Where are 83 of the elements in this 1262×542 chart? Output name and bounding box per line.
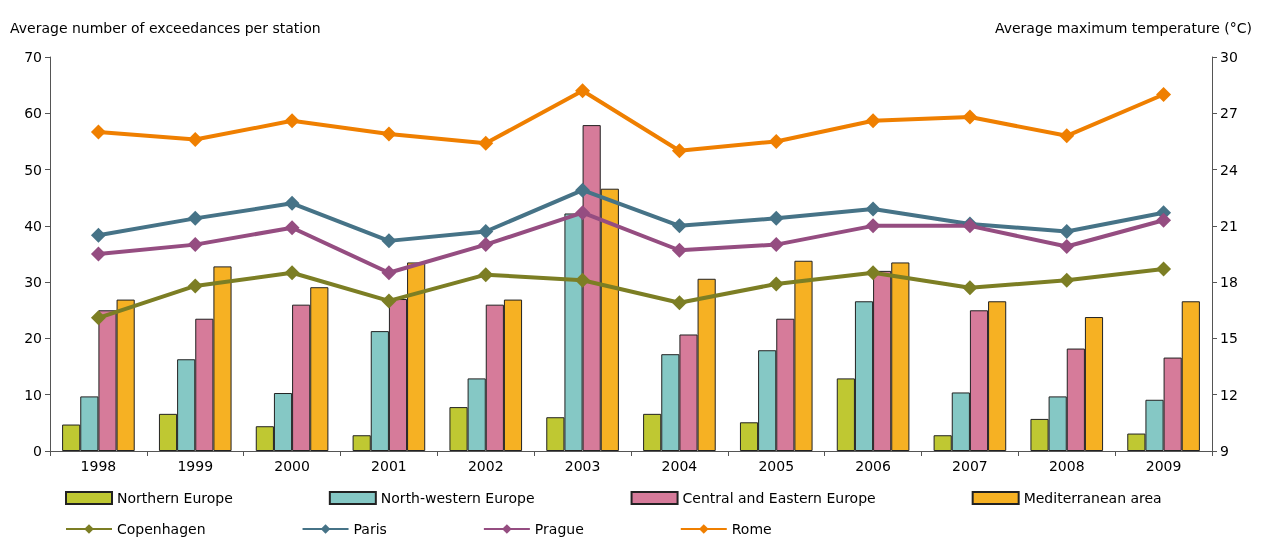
point [284, 195, 300, 211]
y2-tick-label: 21 [1220, 217, 1238, 234]
point [962, 280, 978, 296]
legend-label: Central and Eastern Europe [682, 490, 876, 506]
point [90, 310, 106, 326]
point [671, 143, 687, 159]
x-tick-label: 1999 [177, 458, 214, 474]
point [768, 210, 784, 226]
point [187, 132, 203, 148]
x-tick-label: 2006 [855, 458, 891, 474]
y-tick-label: 0 [33, 443, 42, 459]
y2-tick-label: 15 [1220, 330, 1238, 347]
y-axis-title: Average number of exceedances per station [10, 20, 321, 36]
x-tick-label: 2002 [467, 458, 504, 474]
point [1059, 239, 1075, 254]
x-tick-label: 2004 [661, 458, 698, 474]
point [187, 210, 203, 226]
point [1156, 261, 1172, 277]
point [284, 113, 300, 129]
legend-label: Mediterranean area [1023, 490, 1162, 506]
point [865, 113, 881, 129]
y2-tick-label: 27 [1220, 105, 1238, 122]
point [90, 246, 106, 262]
point [478, 135, 494, 151]
point [1059, 223, 1075, 239]
y-tick-label: 40 [24, 217, 42, 234]
point [381, 233, 397, 249]
point [1059, 272, 1075, 288]
point [284, 220, 300, 236]
y2-tick-label: 12 [1220, 386, 1238, 403]
point [381, 293, 397, 309]
point [1156, 87, 1172, 103]
y2-tick-label: 24 [1220, 161, 1238, 178]
legend-label: Paris [353, 521, 387, 537]
point [865, 201, 881, 217]
point [575, 83, 591, 99]
x-tick-label: 2005 [758, 458, 795, 474]
point [671, 242, 687, 258]
point [575, 205, 591, 221]
point [187, 278, 203, 294]
y2-tick-label: 30 [1220, 49, 1238, 65]
point [90, 124, 106, 140]
point [478, 223, 494, 239]
y-tick-label: 70 [24, 49, 42, 65]
point [381, 265, 397, 281]
point [962, 109, 978, 125]
y2-tick-label: 18 [1220, 274, 1238, 291]
point [865, 265, 881, 281]
point [478, 267, 494, 283]
legend-label: North-western Europe [380, 490, 535, 506]
point [671, 295, 687, 311]
point [671, 218, 687, 234]
point [768, 133, 784, 149]
legend-label: Prague [534, 521, 584, 537]
point [768, 276, 784, 292]
point [478, 237, 494, 253]
x-tick-label: 2000 [274, 458, 310, 474]
y-tick-label: 30 [24, 274, 42, 291]
y-tick-label: 50 [24, 161, 42, 178]
point [1059, 128, 1075, 144]
point [1156, 212, 1172, 228]
x-tick-label: 2001 [371, 458, 407, 474]
x-tick-label: 2003 [564, 458, 601, 474]
point [575, 182, 591, 198]
x-tick-label: 2008 [1048, 458, 1085, 474]
legend-label: Rome [731, 521, 772, 537]
point [865, 218, 881, 234]
point [284, 265, 300, 281]
legend-label: Copenhagen [117, 521, 206, 537]
point [187, 237, 203, 253]
point [90, 227, 106, 243]
x-tick-label: 1998 [80, 458, 117, 474]
point [768, 237, 784, 253]
y2-tick-label: 9 [1220, 443, 1229, 459]
x-tick-label: 2009 [1145, 458, 1182, 474]
point [381, 126, 397, 142]
y-tick-label: 60 [24, 105, 42, 122]
y-tick-label: 20 [24, 330, 42, 347]
point [575, 272, 591, 288]
y2-axis-title: Average maximum temperature (°C) [994, 20, 1252, 36]
legend-label: Northern Europe [117, 490, 233, 506]
x-tick-label: 2007 [952, 458, 988, 474]
y-tick-label: 10 [24, 386, 42, 403]
